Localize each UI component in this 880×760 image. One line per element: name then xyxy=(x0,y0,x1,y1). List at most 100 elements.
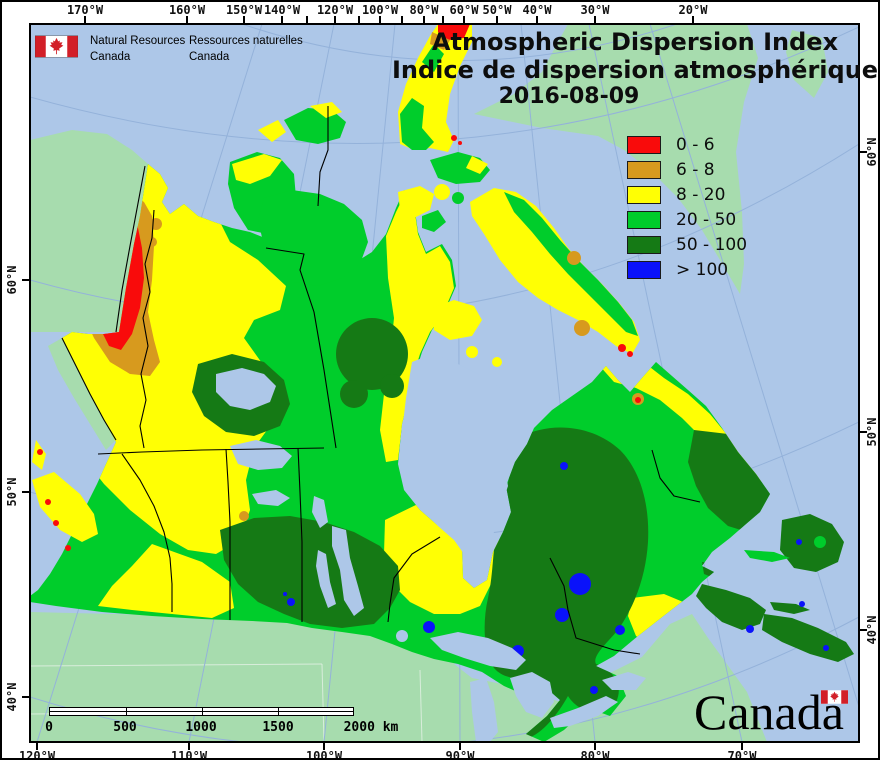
canada-flag-icon xyxy=(35,35,78,58)
anticosti-island xyxy=(744,550,790,562)
org-name-french: Ressources naturelles Canada xyxy=(189,35,303,63)
scale-bar-number: 1000 xyxy=(185,720,217,735)
lake-athabasca xyxy=(252,490,290,506)
graticule-tick xyxy=(22,696,30,698)
graticule-tick xyxy=(692,16,694,24)
lake-erie xyxy=(550,696,618,728)
scale-bar-number: 500 xyxy=(113,720,137,735)
legend-item: 6 - 8 xyxy=(627,157,747,182)
org-name-english: Natural Resources Canada xyxy=(90,35,186,63)
lake-superior xyxy=(430,632,526,670)
legend-item: 20 - 50 xyxy=(627,207,747,232)
lake-of-the-woods xyxy=(396,630,408,642)
graticule-tick xyxy=(859,431,867,433)
legend-swatch xyxy=(627,260,661,279)
southampton-island xyxy=(432,300,482,340)
legend-swatch xyxy=(627,135,661,154)
canada-wordmark-flag-icon xyxy=(821,690,848,704)
graticule-tick xyxy=(423,16,425,24)
scale-bar-number: 1500 xyxy=(262,720,294,735)
haida-gwaii xyxy=(32,440,46,470)
graticule-tick xyxy=(536,16,538,24)
legend-label: 6 - 8 xyxy=(676,159,715,180)
legend-label: 50 - 100 xyxy=(676,234,748,255)
hudson-bay xyxy=(400,354,516,580)
graticule-tick xyxy=(401,16,403,24)
legend-swatch xyxy=(627,160,661,179)
reindeer-lake xyxy=(312,496,328,528)
legend-label: 8 - 20 xyxy=(676,184,726,205)
latitude-label-left: 40°N xyxy=(5,682,19,712)
graticule-tick xyxy=(281,16,283,24)
legend-label: 20 - 50 xyxy=(676,209,737,230)
longitude-label-top: 160°W xyxy=(168,3,206,17)
longitude-label-top: 20°W xyxy=(678,3,708,17)
graticule-tick xyxy=(594,742,596,750)
legend-item: 50 - 100 xyxy=(627,232,747,257)
legend-swatch xyxy=(627,210,661,229)
longitude-label-top: 140°W xyxy=(263,3,301,17)
graticule-tick xyxy=(323,742,325,750)
great-bear-lake xyxy=(216,368,276,410)
map-date: 2016-08-09 xyxy=(498,84,640,109)
graticule-tick xyxy=(379,16,381,24)
longitude-label-top: 100°W xyxy=(361,3,399,17)
graticule-tick xyxy=(36,742,38,750)
graticule-tick xyxy=(442,16,444,24)
map-frame xyxy=(29,23,860,743)
lake-michigan xyxy=(470,678,498,742)
longitude-label-bottom: 90°W xyxy=(445,749,475,760)
adi-zone-darkgreen-ontario-quebec xyxy=(484,427,649,739)
adi-legend: 0 - 6 6 - 8 8 - 20 20 - 50 50 - 100 > 100 xyxy=(627,132,747,282)
vancouver-island xyxy=(32,472,98,542)
prince-patrick-island xyxy=(258,120,286,142)
graticule-tick xyxy=(859,151,867,153)
scale-bar-number: 0 xyxy=(45,720,53,735)
islands xyxy=(32,24,854,662)
alaska xyxy=(30,130,148,332)
legend-swatch xyxy=(627,185,661,204)
melville-island xyxy=(284,108,346,144)
latitude-label-left: 60°N xyxy=(5,265,19,295)
longitude-label-bottom: 120°W xyxy=(18,749,56,760)
legend-swatch xyxy=(627,235,661,254)
legend-label: 0 - 6 xyxy=(676,134,715,155)
longitude-label-top: 60°W xyxy=(449,3,479,17)
graticule-tick xyxy=(496,16,498,24)
lake-huron xyxy=(510,672,554,718)
graticule-tick xyxy=(459,742,461,750)
graticule-tick xyxy=(334,16,336,24)
longitude-label-top: 40°W xyxy=(522,3,552,17)
longitude-label-top: 80°W xyxy=(409,3,439,17)
legend-item: 0 - 6 xyxy=(627,132,747,157)
baffin-island xyxy=(470,188,640,354)
map-title-french: Indice de dispersion atmosphérique xyxy=(391,56,879,84)
latitude-label-left: 50°N xyxy=(5,477,19,507)
adi-zone-darkgreen-circle xyxy=(336,318,408,390)
newfoundland xyxy=(780,514,844,572)
graticule-tick xyxy=(594,16,596,24)
scale-bar-number: 2000 km xyxy=(343,720,399,735)
graticule-tick xyxy=(306,16,308,24)
lake-winnipegosis xyxy=(316,550,336,608)
graticule-tick xyxy=(859,629,867,631)
graticule-tick xyxy=(22,279,30,281)
graticule-tick xyxy=(358,16,360,24)
adi-zone-red-ungava xyxy=(635,397,641,403)
prince-edward-island xyxy=(770,602,810,614)
map-title-english: Atmospheric Dispersion Index xyxy=(431,28,839,56)
latitude-label-right: 40°N xyxy=(865,615,879,645)
longitude-label-top: 120°W xyxy=(316,3,354,17)
interior-waters xyxy=(216,354,646,742)
longitude-label-bottom: 80°W xyxy=(580,749,610,760)
graticule-tick xyxy=(463,16,465,24)
graticule-tick xyxy=(186,16,188,24)
longitude-label-top: 170°W xyxy=(66,3,104,17)
canada-wordmark: Canada xyxy=(694,684,844,740)
adi-zone-blue-quebec-large xyxy=(569,573,591,595)
longitude-label-bottom: 100°W xyxy=(305,749,343,760)
victoria-island xyxy=(258,190,368,286)
nova-scotia xyxy=(762,614,854,662)
